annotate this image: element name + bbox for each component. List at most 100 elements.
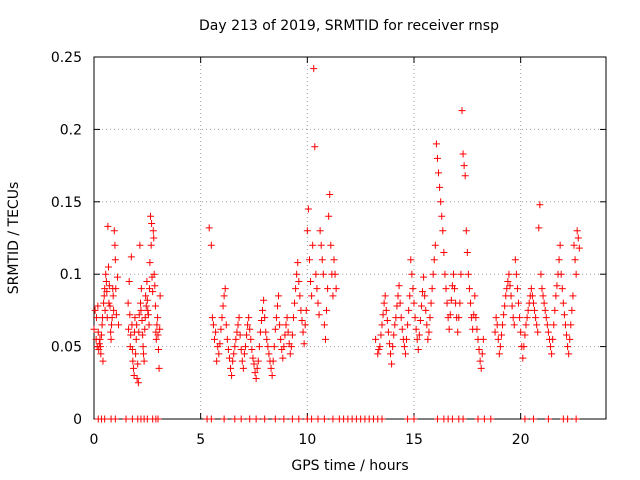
data-point xyxy=(254,357,262,365)
data-point xyxy=(292,285,300,293)
data-point xyxy=(263,335,271,343)
data-point xyxy=(294,259,302,267)
data-point xyxy=(105,263,113,271)
data-point xyxy=(376,343,384,351)
data-point xyxy=(551,306,559,314)
data-point xyxy=(111,241,119,249)
data-point xyxy=(216,340,224,348)
zero-data-point xyxy=(410,415,418,423)
data-point xyxy=(535,224,543,232)
data-point xyxy=(428,285,436,293)
data-point xyxy=(279,354,287,362)
y-tick-label: 0.2 xyxy=(60,122,82,138)
data-point xyxy=(304,205,312,213)
data-point xyxy=(156,325,164,333)
data-point xyxy=(417,302,425,310)
data-point xyxy=(133,374,141,382)
data-point xyxy=(105,282,113,290)
data-point xyxy=(240,350,248,358)
data-point xyxy=(473,325,481,333)
data-point xyxy=(379,311,387,319)
data-point xyxy=(437,198,445,206)
data-point xyxy=(389,343,397,351)
chart-title: Day 213 of 2019, SRMTID for receiver rns… xyxy=(199,18,499,34)
data-point xyxy=(531,306,539,314)
zero-data-point xyxy=(295,415,303,423)
data-point xyxy=(293,270,301,278)
data-point xyxy=(139,343,147,351)
data-point xyxy=(131,314,139,322)
data-point xyxy=(102,277,110,285)
data-point xyxy=(156,292,164,300)
data-point xyxy=(522,321,530,329)
data-point xyxy=(513,285,521,293)
zero-data-point xyxy=(261,415,269,423)
data-point xyxy=(325,212,333,220)
data-point xyxy=(548,350,556,358)
zero-data-point xyxy=(154,415,162,423)
data-point xyxy=(147,212,155,220)
data-point xyxy=(550,321,558,329)
data-point xyxy=(552,292,560,300)
data-point xyxy=(90,325,98,333)
data-point xyxy=(135,311,143,319)
data-point xyxy=(257,317,265,325)
data-point xyxy=(435,169,443,177)
data-point xyxy=(391,321,399,329)
data-point xyxy=(534,328,542,336)
data-point xyxy=(303,227,311,235)
data-point xyxy=(215,350,223,358)
data-point xyxy=(137,306,145,314)
data-point xyxy=(107,328,115,336)
data-point xyxy=(323,306,331,314)
data-point xyxy=(472,314,480,322)
data-point xyxy=(143,296,151,304)
data-point xyxy=(312,270,320,278)
data-point xyxy=(426,314,434,322)
data-point xyxy=(219,302,227,310)
data-point xyxy=(237,345,245,353)
data-point xyxy=(236,331,244,339)
data-point xyxy=(276,321,284,329)
data-point xyxy=(138,317,146,325)
data-point xyxy=(311,143,319,151)
data-point xyxy=(143,277,151,285)
data-point xyxy=(455,314,463,322)
data-point xyxy=(233,328,241,336)
data-point xyxy=(380,299,388,307)
data-point xyxy=(211,335,219,343)
data-point xyxy=(310,65,318,73)
data-point xyxy=(223,335,231,343)
data-point xyxy=(464,270,472,278)
data-point xyxy=(383,317,391,325)
data-point xyxy=(154,314,162,322)
data-point xyxy=(289,314,297,322)
data-point xyxy=(381,292,389,300)
data-point xyxy=(422,306,430,314)
data-point xyxy=(125,277,133,285)
data-point xyxy=(144,306,152,314)
zero-data-point xyxy=(237,415,245,423)
data-point xyxy=(149,227,157,235)
data-point xyxy=(287,343,295,351)
data-point xyxy=(227,364,235,372)
data-point xyxy=(442,285,450,293)
data-point xyxy=(264,343,272,351)
data-point xyxy=(387,350,395,358)
data-point xyxy=(558,285,566,293)
data-point xyxy=(572,270,580,278)
data-point xyxy=(423,321,431,329)
data-point xyxy=(100,292,108,300)
data-point xyxy=(284,328,292,336)
data-point xyxy=(272,314,280,322)
data-point xyxy=(454,328,462,336)
data-point xyxy=(135,328,143,336)
data-point xyxy=(128,345,136,353)
zero-data-point xyxy=(378,415,386,423)
zero-data-point xyxy=(207,415,215,423)
data-point xyxy=(207,241,215,249)
data-point xyxy=(253,364,261,372)
data-point xyxy=(261,314,269,322)
zero-data-point xyxy=(308,415,316,423)
data-point xyxy=(491,328,499,336)
